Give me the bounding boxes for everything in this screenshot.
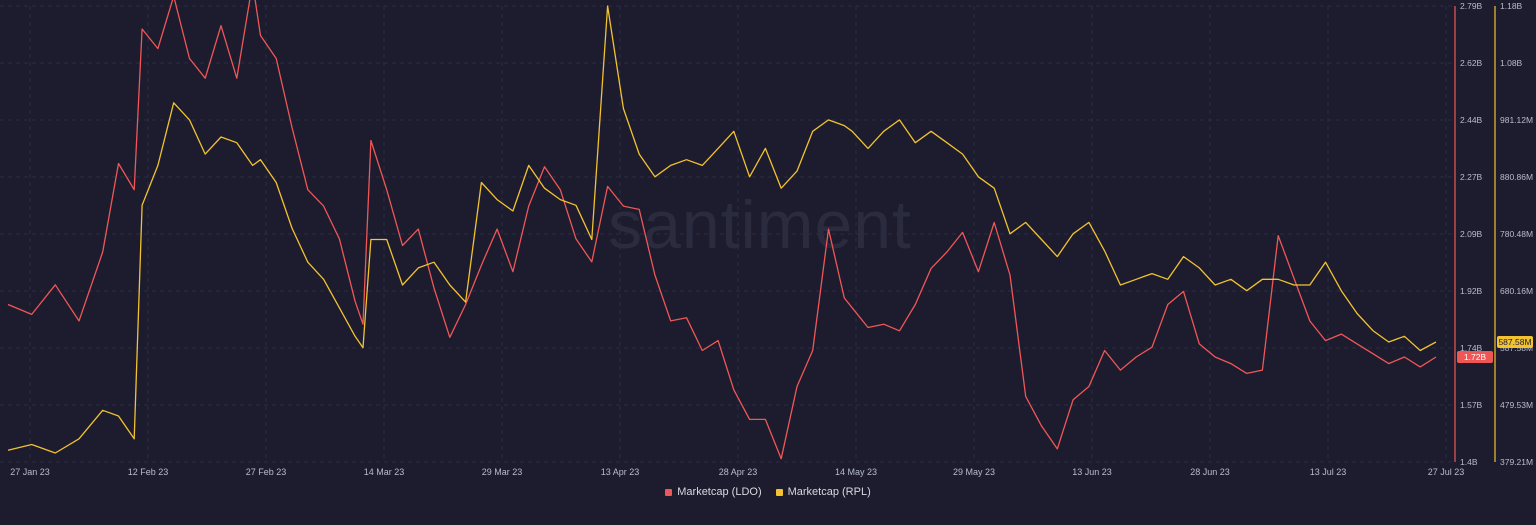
last-value-text-rpl: 587.58M	[1498, 337, 1531, 347]
y-tick-label-rpl: 1.18B	[1500, 1, 1523, 11]
x-tick-label: 29 Mar 23	[482, 467, 523, 477]
y-tick-label-ldo: 2.79B	[1460, 1, 1483, 11]
chart-legend: Marketcap (LDO) Marketcap (RPL)	[0, 486, 1536, 498]
x-tick-label: 13 Jul 23	[1310, 467, 1347, 477]
x-tick-label: 14 Mar 23	[364, 467, 405, 477]
y-tick-label-rpl: 780.48M	[1500, 229, 1533, 239]
legend-item-rpl[interactable]: Marketcap (RPL)	[775, 486, 871, 498]
y-tick-label-ldo: 2.09B	[1460, 229, 1483, 239]
legend-label-rpl: Marketcap (RPL)	[787, 486, 871, 498]
y-tick-label-ldo: 2.62B	[1460, 58, 1483, 68]
y-tick-label-ldo: 1.74B	[1460, 343, 1483, 353]
y-tick-label-rpl: 1.08B	[1500, 58, 1523, 68]
x-tick-label: 13 Apr 23	[601, 467, 640, 477]
series-line-ldo[interactable]	[7, 0, 1437, 460]
series-line-rpl[interactable]	[7, 5, 1437, 454]
y-tick-label-rpl: 680.16M	[1500, 286, 1533, 296]
y-tick-label-rpl: 587.58M	[1500, 343, 1533, 353]
x-tick-label: 29 May 23	[953, 467, 995, 477]
y-tick-label-ldo: 1.92B	[1460, 286, 1483, 296]
y-tick-label-ldo: 2.27B	[1460, 172, 1483, 182]
legend-swatch-ldo	[665, 488, 673, 496]
x-tick-label: 13 Jun 23	[1072, 467, 1112, 477]
y-tick-label-ldo: 1.4B	[1460, 457, 1478, 467]
legend-swatch-rpl	[775, 488, 783, 496]
legend-label-ldo: Marketcap (LDO)	[677, 486, 762, 498]
x-tick-label: 27 Jul 23	[1428, 467, 1465, 477]
x-tick-label: 27 Feb 23	[246, 467, 287, 477]
y-tick-label-rpl: 379.21M	[1500, 457, 1533, 467]
y-tick-label-ldo: 1.57B	[1460, 400, 1483, 410]
last-value-badge-ldo: 1.72B	[1457, 351, 1493, 364]
y-tick-label-rpl: 981.12M	[1500, 115, 1533, 125]
x-tick-label: 28 Apr 23	[719, 467, 758, 477]
x-tick-label: 12 Feb 23	[128, 467, 169, 477]
x-tick-label: 28 Jun 23	[1190, 467, 1230, 477]
watermark: santiment	[608, 187, 912, 263]
x-tick-label: 14 May 23	[835, 467, 877, 477]
last-value-badge-rpl: 587.58M	[1497, 335, 1533, 348]
last-value-text-ldo: 1.72B	[1464, 352, 1487, 362]
y-tick-label-ldo: 2.44B	[1460, 115, 1483, 125]
x-tick-label: 27 Jan 23	[10, 467, 50, 477]
legend-item-ldo[interactable]: Marketcap (LDO)	[665, 486, 762, 498]
y-tick-label-rpl: 479.53M	[1500, 400, 1533, 410]
y-tick-label-rpl: 880.86M	[1500, 172, 1533, 182]
